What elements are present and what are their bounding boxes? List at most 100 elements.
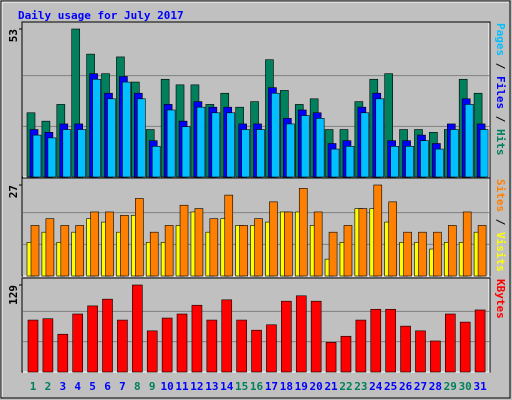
x-tick-label: 20: [310, 380, 323, 393]
bar: [459, 321, 471, 373]
bar: [32, 134, 42, 178]
y-tick-label: 129: [7, 285, 20, 305]
bar: [281, 300, 292, 373]
x-tick-label: 10: [161, 380, 174, 393]
bar: [315, 118, 325, 178]
bar: [251, 329, 262, 373]
bar: [415, 330, 426, 373]
bar: [47, 137, 57, 178]
x-tick-label: 28: [429, 380, 442, 393]
bar: [117, 319, 128, 373]
bar: [403, 231, 412, 277]
bar: [405, 145, 414, 178]
legend-separator: /: [494, 56, 507, 76]
bar: [390, 145, 399, 178]
legend-entry: Pages: [494, 23, 507, 56]
bar: [191, 304, 203, 373]
x-tick-label: 4: [74, 380, 81, 393]
bar: [135, 198, 144, 277]
bar: [137, 98, 146, 178]
bar: [474, 309, 486, 373]
legend: Sites / Visits: [494, 179, 507, 272]
bar: [179, 204, 189, 277]
legend-entry: Sites: [494, 179, 507, 212]
bar: [146, 330, 158, 373]
bar: [433, 231, 442, 277]
bar: [27, 319, 39, 373]
bar: [102, 298, 113, 373]
bar: [360, 112, 370, 178]
bar: [449, 129, 459, 178]
bar: [87, 305, 98, 373]
bar: [241, 129, 250, 178]
bar: [400, 325, 411, 373]
bar: [45, 218, 55, 277]
bar: [310, 300, 322, 373]
bar: [444, 313, 456, 373]
x-tick-label: 25: [384, 380, 397, 393]
bar: [358, 208, 368, 277]
legend-separator: /: [494, 109, 507, 129]
bar: [254, 218, 263, 277]
bar: [345, 145, 355, 178]
bar: [420, 140, 429, 178]
bar: [211, 112, 221, 178]
bar: [92, 78, 101, 178]
bar: [447, 225, 457, 277]
x-tick-label: 19: [295, 380, 308, 393]
x-tick-label: 24: [369, 380, 383, 393]
x-tick-label: 18: [280, 380, 293, 393]
bar: [300, 115, 310, 178]
x-tick-label: 30: [459, 380, 472, 393]
bar: [271, 92, 280, 178]
bar: [385, 308, 396, 373]
bar: [370, 308, 382, 373]
bar: [266, 324, 277, 373]
chart-title: Daily usage for July 2017: [18, 9, 184, 22]
x-tick-label: 16: [250, 380, 264, 393]
bar: [418, 231, 427, 277]
bar: [343, 225, 353, 277]
x-tick-label: 17: [265, 380, 278, 393]
bar: [477, 225, 487, 277]
bar: [464, 104, 474, 178]
x-tick-label: 7: [119, 380, 126, 393]
y-tick-label: 27: [7, 185, 20, 198]
bar: [105, 211, 114, 277]
bar: [479, 129, 489, 178]
bar: [120, 215, 129, 277]
legend: KBytes: [494, 279, 507, 319]
x-tick-label: 15: [235, 380, 248, 393]
bar: [256, 129, 265, 178]
x-tick-label: 29: [444, 380, 457, 393]
bar: [42, 318, 54, 373]
bar: [90, 211, 99, 277]
legend: Pages / Files / Hits: [494, 23, 507, 156]
bar: [286, 123, 295, 178]
legend-entry: KBytes: [494, 279, 507, 319]
bar: [132, 284, 143, 373]
bar: [206, 319, 218, 373]
bar: [388, 201, 397, 277]
bar: [164, 225, 174, 277]
bar: [313, 211, 323, 277]
bar: [355, 319, 367, 373]
bar: [60, 225, 70, 277]
x-tick-label: 27: [414, 380, 427, 393]
x-tick-label: 9: [149, 380, 156, 393]
x-tick-label: 6: [104, 380, 111, 393]
bar: [462, 211, 472, 277]
bar: [151, 145, 161, 178]
bar: [340, 335, 352, 373]
x-tick-label: 22: [339, 380, 352, 393]
bar: [161, 317, 173, 373]
bar: [430, 340, 441, 373]
bar: [62, 129, 72, 178]
legend-entry: Files: [494, 76, 507, 109]
bar: [122, 81, 131, 178]
bar: [236, 319, 247, 373]
bar: [181, 126, 191, 178]
x-tick-label: 23: [354, 380, 367, 393]
